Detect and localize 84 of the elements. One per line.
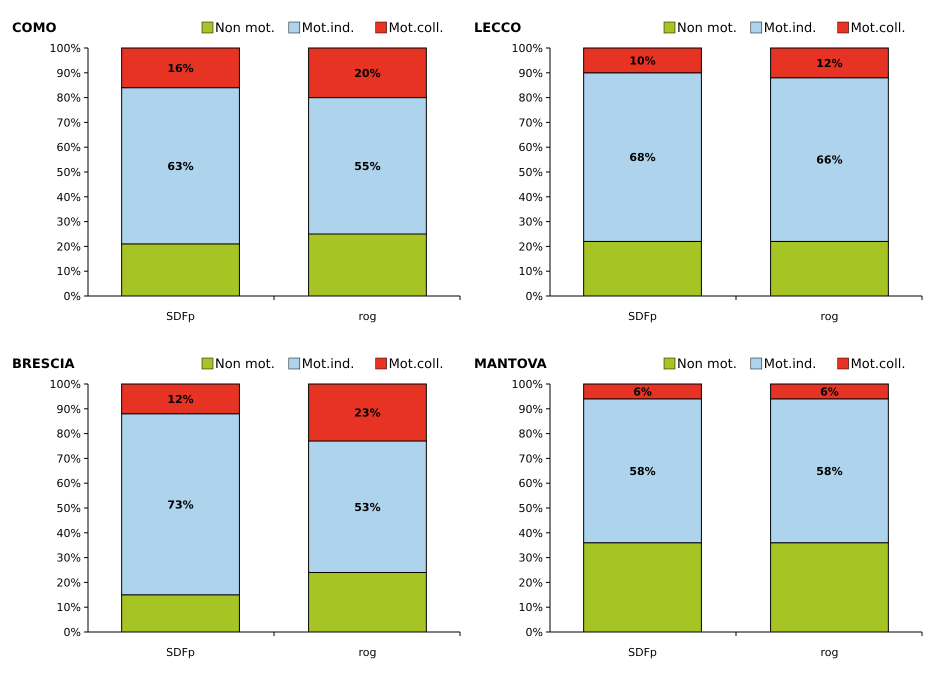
y-tick-label: 30%	[518, 216, 543, 229]
y-tick-label: 0%	[64, 290, 81, 303]
y-tick-label: 90%	[518, 402, 543, 416]
data-label: 6%	[633, 385, 652, 398]
y-tick-label: 100%	[50, 378, 81, 391]
legend-label: Mot.ind.	[764, 357, 816, 372]
y-tick-label: 20%	[56, 576, 81, 590]
chart-title: BRESCIA	[12, 357, 75, 372]
y-tick-label: 70%	[56, 116, 81, 130]
x-tick-label: SDFp	[166, 310, 195, 323]
legend-label: Mot.ind.	[764, 21, 816, 36]
data-label: 68%	[629, 151, 656, 164]
data-label: 6%	[820, 385, 839, 398]
data-label: 23%	[354, 406, 381, 420]
legend-label: Mot.coll.	[388, 357, 444, 372]
data-label: 55%	[354, 160, 381, 173]
y-tick-label: 40%	[518, 190, 543, 204]
y-tick-label: 10%	[518, 265, 543, 278]
y-tick-label: 50%	[518, 166, 543, 179]
y-tick-label: 20%	[518, 240, 543, 254]
y-tick-label: 40%	[56, 526, 81, 540]
y-tick-label: 0%	[64, 626, 81, 639]
y-tick-label: 80%	[518, 428, 543, 441]
chart-title: LECCO	[474, 21, 522, 36]
legend-label: Mot.coll.	[388, 21, 444, 36]
y-tick-label: 50%	[518, 502, 543, 515]
x-tick-label: rog	[358, 310, 376, 323]
y-tick-label: 10%	[56, 265, 81, 278]
legend-label: Non mot.	[677, 357, 737, 372]
chart-title: MANTOVA	[474, 357, 547, 372]
y-tick-label: 90%	[56, 66, 81, 80]
y-tick-label: 0%	[526, 626, 543, 639]
data-label: 12%	[167, 392, 194, 406]
data-label: 58%	[629, 464, 656, 478]
y-tick-label: 30%	[518, 552, 543, 565]
legend-label: Non mot.	[677, 21, 737, 36]
data-label: 12%	[816, 56, 843, 70]
y-tick-label: 10%	[56, 601, 81, 614]
data-label: 73%	[167, 498, 194, 512]
y-tick-label: 60%	[56, 477, 81, 490]
y-tick-label: 80%	[56, 92, 81, 105]
y-tick-label: 100%	[512, 378, 543, 391]
y-tick-label: 20%	[56, 240, 81, 254]
y-tick-label: 100%	[512, 42, 543, 55]
legend-label: Mot.coll.	[850, 21, 906, 36]
data-label: 58%	[816, 464, 843, 478]
y-tick-label: 50%	[56, 166, 81, 179]
y-tick-label: 60%	[518, 141, 543, 154]
x-tick-label: SDFp	[166, 646, 195, 659]
y-tick-label: 60%	[518, 477, 543, 490]
y-tick-label: 40%	[56, 190, 81, 204]
data-label: 53%	[354, 500, 381, 514]
legend-label: Mot.coll.	[850, 357, 906, 372]
y-tick-label: 70%	[56, 452, 81, 466]
data-label: 16%	[167, 62, 194, 75]
x-tick-label: rog	[358, 646, 376, 659]
y-tick-label: 30%	[56, 216, 81, 229]
y-tick-label: 70%	[518, 116, 543, 130]
legend-label: Mot.ind.	[302, 357, 354, 372]
y-tick-label: 30%	[56, 552, 81, 565]
legend-label: Non mot.	[215, 357, 275, 372]
y-tick-label: 40%	[518, 526, 543, 540]
y-tick-label: 60%	[56, 141, 81, 154]
x-tick-label: rog	[820, 646, 838, 659]
y-tick-label: 10%	[518, 601, 543, 614]
data-label: 63%	[167, 160, 194, 173]
y-tick-label: 90%	[56, 402, 81, 416]
y-tick-label: 90%	[518, 66, 543, 80]
y-tick-label: 0%	[526, 290, 543, 303]
y-tick-label: 80%	[56, 428, 81, 441]
y-tick-label: 20%	[518, 576, 543, 590]
y-tick-label: 50%	[56, 502, 81, 515]
y-tick-label: 80%	[518, 92, 543, 105]
chart-title: COMO	[12, 21, 57, 36]
x-tick-label: SDFp	[628, 646, 657, 659]
x-tick-label: rog	[820, 310, 838, 323]
legend-label: Mot.ind.	[302, 21, 354, 36]
legend-label: Non mot.	[215, 21, 275, 36]
data-label: 10%	[629, 54, 656, 68]
data-label: 66%	[816, 154, 843, 167]
y-tick-label: 70%	[518, 452, 543, 466]
x-tick-label: SDFp	[628, 310, 657, 323]
y-tick-label: 100%	[50, 42, 81, 55]
data-label: 20%	[354, 66, 381, 80]
